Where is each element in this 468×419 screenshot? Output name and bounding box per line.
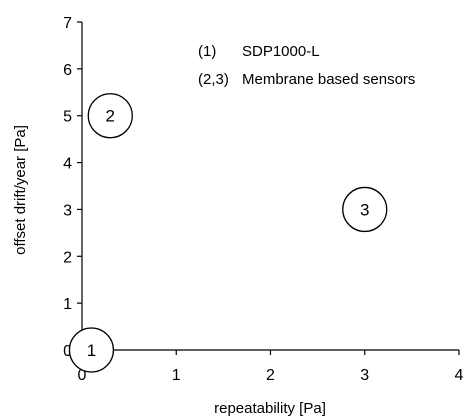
data-point-2: 2: [87, 93, 133, 139]
x-axis-label: repeatability [Pa]: [214, 400, 326, 417]
y-tick-label: 0: [63, 343, 72, 360]
y-tick-label: 4: [63, 156, 72, 173]
point-marker: [342, 186, 388, 233]
point-marker: [68, 327, 115, 373]
x-tick-label: 1: [172, 367, 181, 384]
point-label: 1: [87, 341, 96, 360]
data-point-3: 3: [342, 186, 388, 233]
y-tick-label: 6: [63, 62, 72, 79]
legend: (1) SDP1000-L (2,3) Membrane based senso…: [198, 43, 415, 88]
y-tick-label: 5: [63, 109, 72, 126]
point-marker: [87, 93, 133, 139]
point-label: 3: [360, 200, 369, 219]
x-tick-label: 2: [266, 367, 275, 384]
y-tick-label: 1: [63, 296, 72, 313]
y-tick-label: 7: [63, 15, 72, 32]
legend-key-1: (1): [198, 43, 216, 60]
legend-key-2: (2,3): [198, 71, 229, 88]
x-tick-label: 4: [455, 367, 464, 384]
legend-text-2: Membrane based sensors: [242, 71, 415, 88]
legend-text-1: SDP1000-L: [242, 43, 320, 60]
y-axis-label: offset drift/year [Pa]: [12, 125, 29, 255]
y-tick-label: 3: [63, 202, 72, 219]
x-tick-label: 0: [78, 367, 87, 384]
y-axis-ticks: 0 1 2 3 4 5 6 7: [63, 15, 82, 360]
y-tick-label: 2: [63, 249, 72, 266]
x-tick-label: 3: [360, 367, 369, 384]
x-axis-ticks: 0 1 2 3 4: [78, 350, 464, 384]
point-label: 2: [106, 107, 115, 126]
data-points: 1 2 3: [68, 93, 388, 373]
data-point-1: 1: [68, 327, 115, 373]
